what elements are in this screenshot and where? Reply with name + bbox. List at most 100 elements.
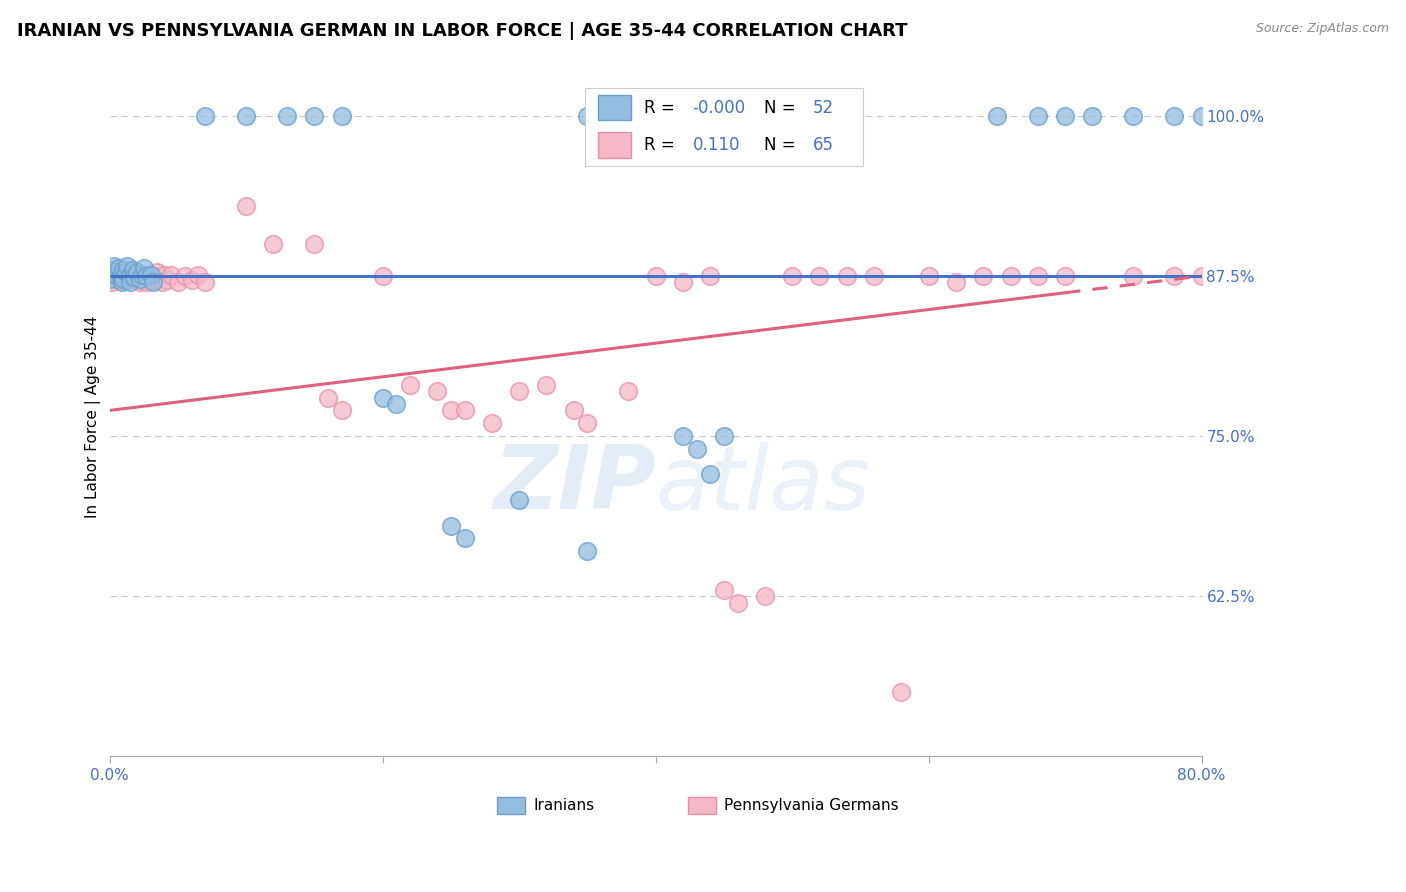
Point	[122, 270, 145, 285]
Point	[713, 582, 735, 597]
Point	[316, 391, 339, 405]
Point	[105, 265, 128, 279]
FancyBboxPatch shape	[585, 87, 863, 166]
Point	[115, 265, 138, 279]
Point	[562, 403, 585, 417]
Point	[1191, 268, 1213, 283]
Point	[139, 268, 162, 282]
Point	[617, 384, 640, 399]
Text: -0.000: -0.000	[693, 98, 745, 117]
Point	[105, 268, 128, 282]
Point	[385, 397, 408, 411]
Point	[399, 377, 422, 392]
Point	[917, 268, 939, 283]
FancyBboxPatch shape	[689, 797, 716, 814]
Point	[371, 268, 394, 283]
Point	[112, 262, 135, 277]
Point	[699, 268, 721, 283]
Point	[121, 262, 143, 277]
Point	[120, 276, 142, 290]
Text: R =: R =	[644, 136, 679, 154]
Point	[1054, 268, 1077, 283]
Point	[111, 276, 134, 290]
Point	[1000, 268, 1022, 283]
Point	[453, 403, 475, 417]
Point	[644, 268, 666, 283]
Point	[132, 273, 155, 287]
Text: Pennsylvania Germans: Pennsylvania Germans	[724, 798, 898, 814]
Point	[453, 532, 475, 546]
Point	[576, 109, 599, 123]
Point	[103, 259, 125, 273]
Point	[131, 268, 153, 282]
Point	[135, 268, 157, 283]
Point	[276, 109, 298, 123]
Point	[440, 518, 463, 533]
Point	[180, 273, 202, 287]
Point	[672, 276, 695, 290]
Text: 65: 65	[813, 136, 834, 154]
Point	[194, 109, 217, 123]
Point	[135, 276, 157, 290]
Point	[262, 236, 284, 251]
Point	[194, 276, 217, 290]
Point	[146, 265, 169, 279]
Point	[426, 384, 449, 399]
Point	[153, 268, 176, 282]
Point	[128, 276, 150, 290]
Point	[160, 268, 183, 282]
Point	[304, 236, 326, 251]
Point	[835, 268, 858, 283]
Point	[110, 268, 132, 283]
Point	[235, 198, 257, 212]
Point	[780, 268, 803, 283]
Point	[117, 273, 139, 287]
Point	[536, 377, 558, 392]
Text: IRANIAN VS PENNSYLVANIA GERMAN IN LABOR FORCE | AGE 35-44 CORRELATION CHART: IRANIAN VS PENNSYLVANIA GERMAN IN LABOR …	[17, 22, 907, 40]
Point	[117, 259, 139, 273]
Point	[672, 429, 695, 443]
Point	[576, 416, 599, 430]
Point	[101, 265, 124, 279]
Point	[101, 276, 124, 290]
Text: Iranians: Iranians	[533, 798, 595, 814]
Point	[727, 595, 749, 609]
Y-axis label: In Labor Force | Age 35-44: In Labor Force | Age 35-44	[86, 316, 101, 518]
Point	[156, 273, 179, 287]
Point	[1122, 268, 1144, 283]
Point	[986, 109, 1008, 123]
Point	[863, 268, 886, 283]
Point	[125, 265, 148, 279]
Point	[139, 268, 162, 282]
Point	[1163, 268, 1185, 283]
Point	[122, 270, 145, 285]
Point	[150, 276, 173, 290]
Point	[120, 268, 142, 283]
Point	[508, 384, 530, 399]
Point	[110, 262, 132, 277]
Point	[98, 268, 121, 282]
Text: N =: N =	[763, 136, 800, 154]
Point	[112, 271, 135, 285]
Point	[1054, 109, 1077, 123]
Text: Source: ZipAtlas.com: Source: ZipAtlas.com	[1256, 22, 1389, 36]
Text: R =: R =	[644, 98, 679, 117]
Point	[371, 391, 394, 405]
Point	[330, 403, 353, 417]
FancyBboxPatch shape	[598, 95, 630, 120]
Point	[754, 589, 776, 603]
Point	[167, 276, 190, 290]
Point	[1191, 109, 1213, 123]
Point	[131, 268, 153, 282]
Text: atlas: atlas	[655, 442, 870, 528]
Point	[114, 265, 136, 279]
Point	[98, 271, 121, 285]
Point	[173, 268, 195, 283]
Point	[508, 493, 530, 508]
Text: 52: 52	[813, 98, 834, 117]
Point	[330, 109, 353, 123]
Point	[1026, 268, 1049, 283]
Point	[972, 268, 994, 283]
Point	[1026, 109, 1049, 123]
Point	[120, 268, 142, 282]
